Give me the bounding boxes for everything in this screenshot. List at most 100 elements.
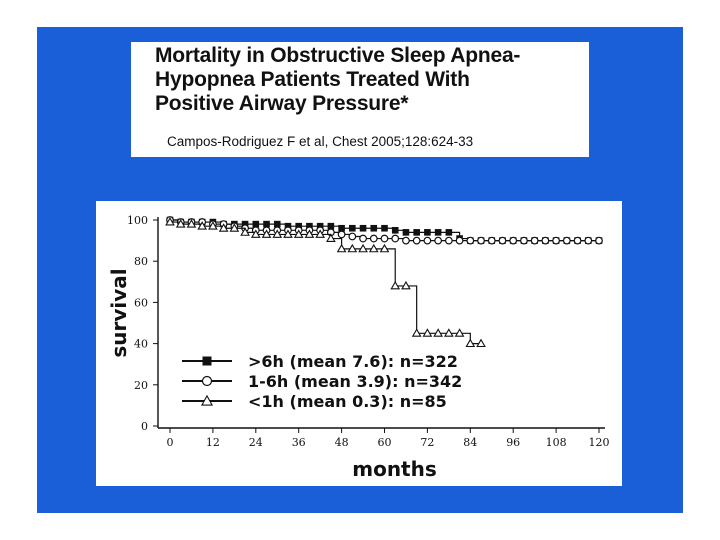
data-point-circle-33 [520, 236, 528, 245]
y-tick-label-4: 80 [134, 255, 148, 268]
x-tick-label-5: 60 [378, 436, 392, 449]
legend-marker-square [202, 356, 212, 366]
title-panel: Mortality in Obstructive Sleep Apnea- Hy… [131, 42, 589, 157]
data-point-circle-34 [530, 236, 539, 245]
survival-chart: 0 20 40 60 80 100 0 12 24 36 48 60 72 84 96 108 120 month… [107, 214, 610, 481]
data-point-triangle-24 [422, 328, 433, 337]
data-point-circle-17 [348, 232, 357, 241]
data-point-triangle-22 [401, 280, 411, 290]
data-point-triangle-16 [336, 243, 347, 253]
data-point-triangle-14 [315, 229, 325, 238]
data-point-triangle-28 [465, 338, 476, 348]
data-point-circle-28 [466, 236, 475, 245]
data-point-square-8 [252, 220, 260, 228]
data-point-square-13 [306, 222, 313, 230]
slide-title-line-3: Positive Airway Pressure* [155, 92, 409, 115]
data-point-circle-29 [477, 236, 485, 245]
data-point-triangle-6 [229, 223, 240, 232]
x-tick-label-1: 12 [206, 436, 220, 449]
data-point-triangle-23 [411, 328, 422, 337]
data-point-circle-22 [402, 236, 410, 245]
data-point-circle-40 [595, 236, 603, 245]
data-point-triangle-19 [368, 243, 379, 253]
series-line-triangle [170, 221, 482, 345]
x-tick-label-9: 108 [546, 436, 567, 449]
data-point-circle-20 [380, 234, 389, 243]
data-point-square-12 [295, 222, 302, 230]
data-point-triangle-4 [208, 221, 218, 230]
citation: Campos-Rodriguez F et al, Chest 2005;128… [167, 134, 474, 149]
data-point-square-20 [381, 224, 388, 232]
slide-title-line-1: Mortality in Obstructive Sleep Apnea- [155, 44, 521, 67]
data-point-triangle-7 [240, 227, 250, 236]
data-point-circle-27 [455, 236, 464, 245]
x-tick-label-4: 48 [335, 436, 349, 449]
data-point-square-26 [445, 229, 453, 236]
x-tick-label-3: 36 [292, 436, 306, 449]
legend-label-square: >6h (mean 7.6): n=322 [248, 352, 458, 371]
legend-marker-circle [201, 375, 213, 387]
data-point-square-24 [424, 229, 431, 236]
legend-marker-triangle [200, 394, 214, 406]
x-axis-label: months [352, 457, 437, 481]
x-tick-label-0: 0 [167, 436, 174, 449]
data-point-square-9 [263, 220, 270, 228]
data-point-circle-26 [444, 236, 453, 245]
data-point-circle-18 [359, 234, 367, 243]
data-point-circle-31 [498, 236, 507, 245]
data-point-circle-37 [562, 236, 571, 245]
y-tick-label-5: 100 [127, 214, 148, 227]
data-point-triangle-3 [197, 221, 208, 230]
x-tick-label-2: 24 [249, 436, 263, 449]
data-point-square-25 [434, 229, 442, 236]
data-point-circle-21 [391, 234, 400, 243]
data-point-square-7 [241, 220, 249, 228]
x-tick-label-7: 84 [463, 436, 477, 449]
x-tick-label-8: 96 [506, 436, 520, 449]
data-point-triangle-13 [304, 229, 315, 238]
data-point-square-10 [273, 220, 281, 228]
data-point-square-23 [413, 229, 420, 236]
data-point-triangle-11 [283, 229, 293, 238]
x-tick-label-10: 120 [589, 436, 610, 449]
data-point-circle-30 [487, 236, 496, 245]
data-point-square-15 [327, 222, 335, 230]
y-tick-label-2: 40 [134, 338, 148, 351]
data-point-circle-39 [584, 236, 593, 245]
data-point-square-19 [370, 224, 378, 232]
data-point-square-11 [284, 222, 292, 230]
data-point-square-21 [391, 227, 399, 234]
slide-title-line-2: Hypopnea Patients Treated With [155, 68, 470, 91]
data-point-triangle-17 [347, 243, 358, 253]
legend-label-triangle: <1h (mean 0.3): n=85 [248, 392, 447, 411]
data-point-circle-16 [337, 230, 346, 239]
data-point-triangle-1 [175, 219, 186, 228]
x-tick-label-6: 72 [420, 436, 434, 449]
y-tick-label-0: 0 [141, 420, 148, 433]
data-point-triangle-12 [293, 229, 304, 238]
y-tick-label-3: 60 [134, 296, 148, 309]
data-point-triangle-0 [165, 217, 175, 226]
data-point-triangle-2 [186, 219, 197, 228]
data-point-circle-35 [541, 236, 550, 245]
data-point-triangle-20 [379, 243, 390, 253]
data-point-square-16 [338, 224, 345, 232]
data-point-triangle-8 [250, 229, 261, 238]
data-point-triangle-15 [326, 233, 336, 242]
data-point-circle-23 [412, 236, 421, 245]
y-axis-label: survival [107, 268, 131, 357]
data-point-circle-36 [552, 236, 561, 245]
data-point-square-14 [316, 222, 324, 230]
data-point-circle-25 [434, 236, 443, 245]
data-point-triangle-25 [433, 328, 443, 337]
data-point-circle-24 [423, 236, 432, 245]
chart-panel: 0 20 40 60 80 100 0 12 24 36 48 60 72 84 96 108 120 month… [96, 201, 622, 486]
data-point-circle-19 [369, 234, 378, 243]
data-point-square-22 [402, 229, 410, 236]
data-point-square-18 [359, 224, 367, 232]
data-point-triangle-21 [390, 280, 401, 290]
data-point-circle-38 [573, 236, 582, 245]
data-point-triangle-18 [358, 243, 368, 253]
data-point-triangle-27 [454, 328, 465, 337]
data-point-triangle-5 [218, 223, 229, 232]
